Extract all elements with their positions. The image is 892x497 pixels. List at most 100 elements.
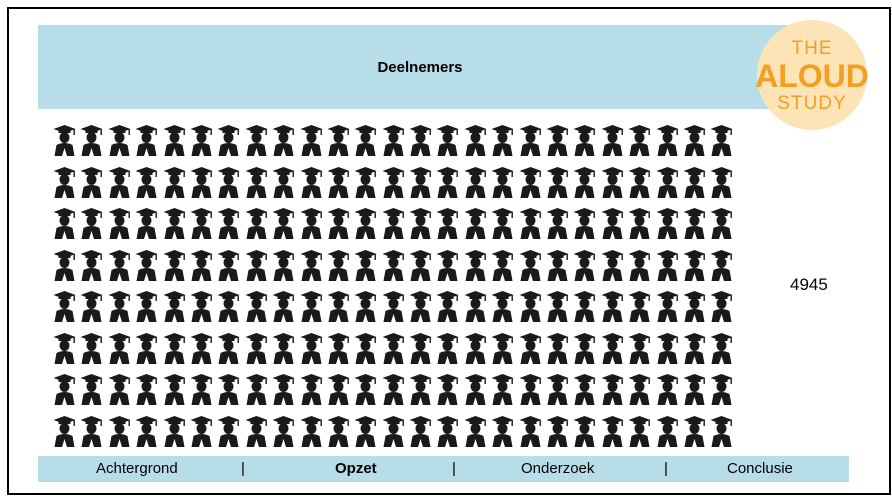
graduate-person-icon (326, 290, 353, 331)
graduate-person-icon (600, 249, 627, 290)
graduate-person-icon (134, 207, 161, 248)
graduate-person-icon (271, 124, 298, 165)
graduate-person-icon (381, 249, 408, 290)
graduate-person-icon (682, 207, 709, 248)
graduate-person-icon (545, 373, 572, 414)
graduate-person-icon (572, 207, 599, 248)
graduate-person-icon (299, 249, 326, 290)
graduate-person-icon (107, 207, 134, 248)
graduate-person-icon (463, 207, 490, 248)
graduate-person-icon (326, 373, 353, 414)
graduate-person-icon (326, 207, 353, 248)
graduate-person-icon (709, 249, 736, 290)
graduate-person-icon (463, 415, 490, 456)
graduate-person-icon (216, 166, 243, 207)
title-bar: Deelnemers (38, 25, 788, 109)
graduate-person-icon (52, 290, 79, 331)
graduate-person-icon (244, 290, 271, 331)
graduate-person-icon (216, 207, 243, 248)
graduate-person-icon (545, 124, 572, 165)
nav-item-opzet[interactable]: Opzet (335, 460, 377, 477)
graduate-person-icon (627, 249, 654, 290)
graduate-person-icon (408, 124, 435, 165)
graduate-person-icon (490, 332, 517, 373)
graduate-person-icon (435, 332, 462, 373)
participant-icon-grid (52, 124, 737, 456)
graduate-person-icon (627, 290, 654, 331)
graduate-person-icon (244, 124, 271, 165)
graduate-person-icon (408, 373, 435, 414)
graduate-person-icon (545, 166, 572, 207)
graduate-person-icon (572, 124, 599, 165)
graduate-person-icon (709, 332, 736, 373)
graduate-person-icon (682, 415, 709, 456)
graduate-person-icon (79, 415, 106, 456)
graduate-person-icon (353, 415, 380, 456)
graduate-person-icon (353, 166, 380, 207)
graduate-person-icon (545, 249, 572, 290)
graduate-person-icon (134, 290, 161, 331)
graduate-person-icon (189, 207, 216, 248)
graduate-person-icon (408, 207, 435, 248)
graduate-person-icon (353, 207, 380, 248)
graduate-person-icon (627, 373, 654, 414)
graduate-person-icon (381, 373, 408, 414)
graduate-person-icon (682, 373, 709, 414)
graduate-person-icon (600, 290, 627, 331)
graduate-person-icon (381, 166, 408, 207)
graduate-person-icon (134, 166, 161, 207)
graduate-person-icon (353, 124, 380, 165)
graduate-person-icon (299, 290, 326, 331)
graduate-person-icon (299, 373, 326, 414)
graduate-person-icon (545, 207, 572, 248)
graduate-person-icon (518, 373, 545, 414)
graduate-person-icon (52, 415, 79, 456)
graduate-person-icon (52, 373, 79, 414)
graduate-person-icon (216, 332, 243, 373)
graduate-person-icon (655, 166, 682, 207)
graduate-person-icon (435, 373, 462, 414)
nav-item-conclusie[interactable]: Conclusie (727, 460, 793, 477)
graduate-person-icon (189, 166, 216, 207)
graduate-person-icon (627, 332, 654, 373)
graduate-person-icon (600, 166, 627, 207)
graduate-person-icon (709, 124, 736, 165)
graduate-person-icon (408, 249, 435, 290)
graduate-person-icon (216, 373, 243, 414)
graduate-person-icon (490, 166, 517, 207)
nav-item-onderzoek[interactable]: Onderzoek (521, 460, 595, 477)
graduate-person-icon (216, 290, 243, 331)
graduate-person-icon (107, 373, 134, 414)
graduate-person-icon (381, 415, 408, 456)
graduate-person-icon (490, 373, 517, 414)
logo-text-study: STUDY (777, 93, 847, 114)
graduate-person-icon (627, 166, 654, 207)
nav-item-achtergrond[interactable]: Achtergrond (96, 460, 178, 477)
graduate-person-icon (435, 290, 462, 331)
participant-count: 4945 (790, 275, 828, 294)
graduate-person-icon (545, 290, 572, 331)
graduate-person-icon (353, 373, 380, 414)
graduate-person-icon (271, 332, 298, 373)
bottom-nav: Achtergrond | Opzet | Onderzoek | Conclu… (38, 456, 849, 482)
graduate-person-icon (435, 124, 462, 165)
graduate-person-icon (189, 249, 216, 290)
graduate-person-icon (79, 249, 106, 290)
graduate-person-icon (79, 332, 106, 373)
graduate-person-icon (655, 249, 682, 290)
graduate-person-icon (271, 415, 298, 456)
graduate-person-icon (490, 124, 517, 165)
graduate-person-icon (271, 373, 298, 414)
graduate-person-icon (435, 249, 462, 290)
graduate-person-icon (381, 124, 408, 165)
graduate-person-icon (518, 332, 545, 373)
graduate-person-icon (326, 415, 353, 456)
graduate-person-icon (463, 166, 490, 207)
graduate-person-icon (216, 415, 243, 456)
graduate-person-icon (572, 332, 599, 373)
graduate-person-icon (162, 415, 189, 456)
graduate-person-icon (107, 166, 134, 207)
page-title: Deelnemers (377, 58, 463, 76)
graduate-person-icon (134, 332, 161, 373)
graduate-person-icon (326, 166, 353, 207)
